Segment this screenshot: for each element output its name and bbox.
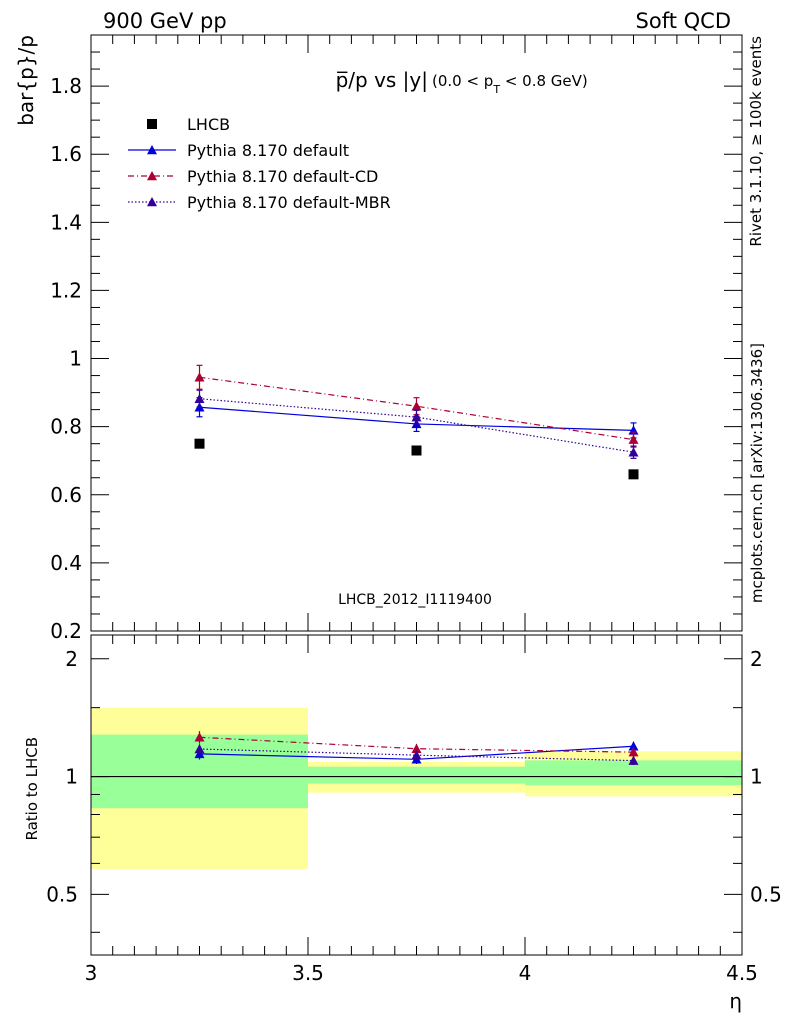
y-tick-label: 1.8: [50, 74, 82, 98]
header-left: 900 GeV pp: [103, 9, 227, 33]
series-point: [628, 434, 639, 444]
ratio-point: [628, 755, 639, 765]
y-tick-label: 0.2: [50, 619, 82, 643]
ratio-point: [194, 732, 205, 742]
legend-marker: [147, 145, 157, 155]
rivet-version-label: Rivet 3.1.10, ≥ 100k events: [747, 36, 765, 247]
legend-marker: [147, 171, 157, 181]
header-right: Soft QCD: [636, 9, 731, 33]
y-tick-label: 1.4: [50, 210, 82, 234]
legend-marker-lhcb: [147, 119, 157, 129]
series-point: [411, 412, 422, 422]
y-axis-label: bar{p}/p: [14, 35, 38, 126]
ratio-point: [628, 741, 639, 751]
ratio-y-tick-label: 1: [65, 765, 78, 789]
legend: LHCB Pythia 8.170 default Pythia 8.170 def…: [128, 115, 391, 212]
ratio-bands: [91, 707, 742, 870]
main-series-group: [194, 364, 639, 459]
mcplots-label: mcplots.cern.ch [arXiv:1306.3436]: [748, 343, 766, 603]
series-point: [194, 372, 205, 382]
plot-title-sub: (0.0 < pT < 0.8 GeV): [432, 72, 588, 96]
legend-label: Pythia 8.170 default-MBR: [187, 193, 391, 212]
series-point: [411, 401, 422, 411]
y-tick-label: 0.4: [50, 551, 82, 575]
ratio-point: [194, 744, 205, 754]
x-tick-label: 4: [519, 961, 532, 985]
analysis-watermark: LHCB_2012_I1119400: [338, 592, 492, 608]
legend-label: Pythia 8.170 default-CD: [187, 167, 378, 186]
ratio-y-tick-label-right: 2: [750, 647, 763, 671]
ratio-point: [628, 747, 639, 757]
legend-label: Pythia 8.170 default: [187, 141, 349, 160]
ratio-y-tick-label-right: 1: [750, 765, 763, 789]
x-axis-label: η: [729, 989, 742, 1013]
legend-marker: [147, 197, 157, 207]
x-tick-label: 3: [85, 961, 98, 985]
legend-label-lhcb: LHCB: [187, 115, 230, 134]
ratio-band-inner: [308, 766, 525, 784]
axis-ticks: 3 3.5 4 4.5 0.2 0.4 0.6 0.8 1 1.2 1.4 1.6 1.8 0.5 0.5 1…: [46, 35, 782, 985]
y-tick-label: 1.6: [50, 142, 82, 166]
ratio-y-tick-label-right: 0.5: [750, 882, 782, 906]
lhcb-data-point: [411, 445, 422, 456]
x-tick-label: 4.5: [726, 961, 758, 985]
y-tick-label: 1: [69, 347, 82, 371]
plot-title: p̅/p vs |y|: [336, 68, 428, 92]
lhcb-data-point: [194, 438, 205, 449]
ratio-y-axis-label: Ratio to LHCB: [23, 737, 41, 841]
y-tick-label: 0.8: [50, 415, 82, 439]
series-line: [199, 376, 634, 441]
y-tick-label: 0.6: [50, 483, 82, 507]
x-tick-label: 3.5: [292, 961, 324, 985]
main-panel: p̅/p vs |y| (0.0 < pT < 0.8 GeV) LHCB_20…: [194, 68, 639, 608]
main-data-group: [194, 438, 639, 480]
ratio-y-tick-label: 2: [65, 647, 78, 671]
ratio-y-tick-label: 0.5: [46, 882, 78, 906]
series-point: [194, 393, 205, 403]
ratio-series-group: [194, 731, 639, 765]
y-tick-label: 1.2: [50, 278, 82, 302]
ratio-point: [411, 750, 422, 760]
lhcb-data-point: [628, 469, 639, 480]
series-point: [628, 447, 639, 457]
ratio-point: [411, 743, 422, 753]
